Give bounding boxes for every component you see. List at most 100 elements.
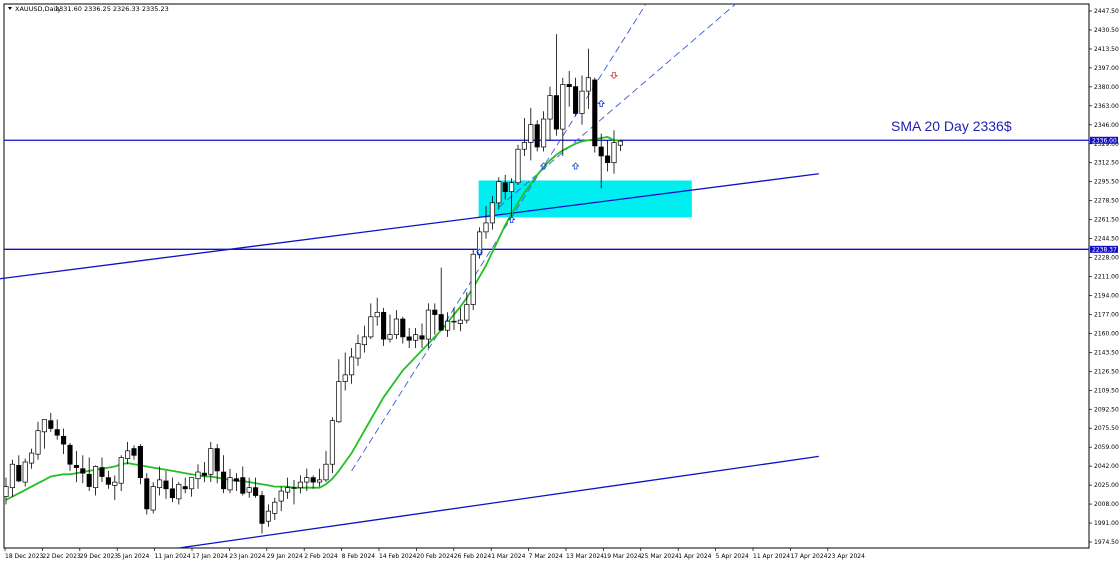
candle [374,297,380,326]
candle-body [125,450,131,459]
ohlc-label: 2331.60 2336.25 2326.33 2335.23 [55,5,169,13]
candle-body [80,468,86,474]
candle [304,468,310,492]
candle-body [553,95,559,130]
candle-body [547,95,553,120]
candle [240,466,246,496]
candle [368,303,374,340]
candle [157,466,163,496]
candle [317,468,323,487]
y-tick-label: 2075.50 [1094,425,1119,432]
candle-body [3,486,9,497]
candle-body [323,463,329,481]
candle [579,75,585,125]
candle [425,303,431,349]
candle-body [464,304,470,321]
candle [48,412,54,432]
y-tick-label: 2092.50 [1094,406,1119,413]
candle [67,442,73,471]
y-tick-label: 2244.50 [1094,236,1119,243]
y-tick-label: 2312.50 [1094,160,1119,167]
y-tick-label: 2109.50 [1094,387,1119,394]
candle-body [451,320,457,323]
candle-body [29,452,35,464]
y-tick-label: 2295.50 [1094,179,1119,186]
candle [22,458,28,487]
candle-body [355,343,361,359]
candle-body [265,510,271,522]
symbol-label: XAUUSD,Daily [15,5,61,13]
candle [201,461,207,483]
candle [35,421,41,460]
y-tick-label: 1974.50 [1094,539,1119,546]
candle-body [438,314,444,331]
candle [3,477,9,505]
y-tick-label: 2211.00 [1094,274,1119,281]
candle [227,468,233,494]
time-axis[interactable]: 18 Dec 2023 22 Dec 2023 29 Dec 2023 5 Jan 2… [4,548,865,560]
y-tick-label: 2430.50 [1094,27,1119,34]
x-tick-label: 2 Feb 2024 [304,553,338,560]
candle-body [214,448,220,472]
candle [413,327,419,349]
signal-arrows-layer [475,72,618,256]
candle [598,133,604,189]
candle-body [470,253,476,305]
horizontal-levels-layer [4,139,1089,250]
candle-body [169,488,175,499]
candle [400,316,406,344]
x-tick-label: 1 Apr 2024 [678,553,711,560]
x-tick-label: 8 Feb 2024 [342,553,376,560]
candle-body [201,472,207,476]
candle-body [393,318,399,335]
x-tick-label: 19 Mar 2024 [603,553,641,560]
price-axis[interactable]: 2447.50 2430.50 2413.50 2397.00 2380.00 2363.… [1089,8,1119,546]
candle-body [483,222,489,233]
x-tick-label: 17 Apr 2024 [790,553,827,560]
candle-body [253,487,259,496]
candle-body [182,486,188,490]
candle [521,117,527,156]
arrow-down-icon [610,72,618,80]
candle-body [566,84,572,88]
arrow-up-icon [475,248,484,256]
candle [342,352,348,391]
candle [547,86,553,141]
candle-body [297,481,303,489]
candle-body [304,477,310,483]
x-tick-label: 26 Feb 2024 [454,553,492,560]
x-tick-label: 17 Jan 2024 [192,553,228,560]
candle [195,464,201,489]
candle-body [541,118,547,148]
candle-body [361,336,367,346]
candle-body [374,311,380,318]
x-tick-label: 23 Jan 2024 [229,553,265,560]
candle [272,497,278,521]
candle [41,419,47,449]
x-tick-label: 7 Mar 2024 [529,553,563,560]
candle-body [317,479,323,483]
x-tick-label: 14 Feb 2024 [379,553,417,560]
candle [99,457,105,483]
candle [553,34,559,136]
candle [16,455,22,483]
candle-body [598,146,604,157]
candle-body [534,124,540,148]
candle [233,473,239,492]
candle [150,482,156,514]
candle [451,307,457,331]
triangle-down-icon[interactable] [8,7,12,10]
candle-body [233,478,239,482]
candle-body [560,84,566,130]
candle-body [502,182,508,193]
sma-annotation: SMA 20 Day 2336$ [891,118,1012,134]
candle-body [144,478,150,510]
candle [515,144,521,185]
x-tick-label: 23 Apr 2024 [828,553,865,560]
y-tick-label: 2059.00 [1094,444,1119,451]
y-tick-label: 2447.50 [1094,8,1119,15]
candle-body [329,420,335,465]
x-tick-label: 20 Feb 2024 [416,553,454,560]
